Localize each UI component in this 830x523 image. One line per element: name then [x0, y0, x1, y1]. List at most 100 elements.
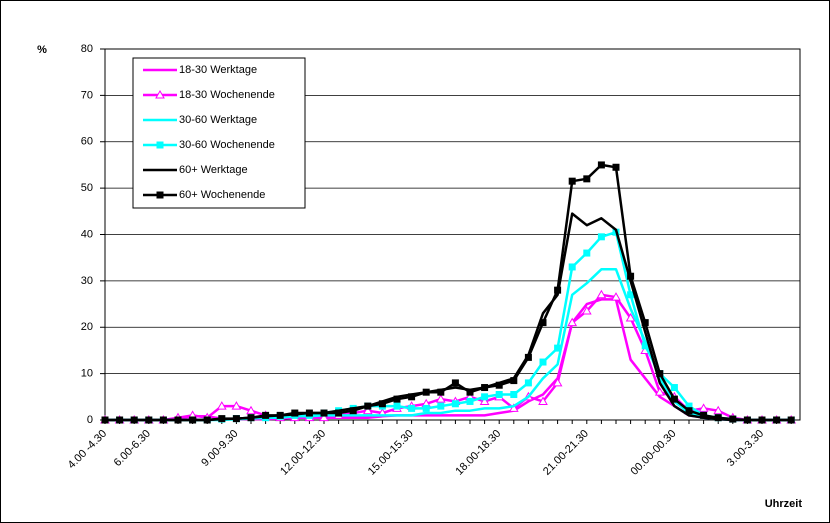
marker: [510, 377, 518, 385]
marker: [305, 409, 313, 417]
marker: [466, 388, 474, 396]
marker: [232, 415, 240, 423]
marker: [479, 396, 490, 405]
marker: [581, 306, 592, 315]
marker: [156, 141, 164, 149]
marker: [627, 272, 635, 280]
marker: [291, 409, 299, 417]
marker: [670, 395, 678, 403]
marker: [625, 312, 636, 322]
marker: [408, 393, 416, 401]
marker: [451, 379, 459, 387]
marker: [216, 401, 227, 410]
marker: [568, 263, 576, 271]
marker: [335, 409, 343, 417]
marker: [481, 393, 489, 401]
y-tick-label: 30: [81, 275, 93, 287]
marker: [203, 416, 211, 424]
marker: [700, 411, 708, 419]
marker: [685, 402, 693, 410]
marker: [685, 407, 693, 415]
marker: [495, 390, 503, 398]
marker: [773, 416, 781, 424]
marker: [495, 381, 503, 389]
legend-label: 60+ Werktage: [179, 164, 248, 176]
marker: [568, 177, 576, 185]
y-axis-label: %: [37, 44, 47, 56]
marker: [145, 416, 153, 424]
marker: [231, 401, 242, 410]
marker: [714, 414, 722, 422]
marker: [435, 394, 446, 403]
marker: [552, 377, 563, 387]
marker: [422, 388, 430, 396]
marker: [393, 402, 401, 410]
marker: [262, 411, 270, 419]
plot-border: [104, 48, 801, 421]
legend-label: 18-30 Wochenende: [179, 89, 275, 101]
marker: [656, 370, 664, 378]
marker: [218, 415, 226, 423]
marker: [524, 379, 532, 387]
marker: [729, 415, 737, 423]
marker: [539, 319, 547, 327]
marker: [524, 353, 532, 361]
marker: [654, 387, 665, 396]
y-tick-label: 60: [81, 136, 93, 148]
marker: [567, 317, 578, 327]
marker: [481, 384, 489, 392]
marker: [247, 414, 255, 422]
marker: [393, 395, 401, 403]
marker: [320, 409, 328, 417]
marker: [422, 404, 430, 412]
y-tick-label: 10: [81, 368, 93, 380]
y-tick-label: 40: [81, 228, 93, 240]
marker: [641, 319, 649, 327]
marker: [130, 416, 138, 424]
marker: [159, 416, 167, 424]
marker: [189, 416, 197, 424]
y-tick-label: 20: [81, 321, 93, 333]
marker: [539, 358, 547, 366]
marker: [246, 405, 256, 415]
marker: [597, 233, 605, 241]
y-tick-label: 0: [87, 414, 93, 426]
marker: [156, 191, 164, 199]
marker: [362, 405, 373, 415]
marker: [408, 404, 416, 412]
marker: [743, 416, 751, 424]
y-tick-label: 80: [81, 43, 93, 55]
marker: [787, 416, 795, 424]
marker: [319, 412, 329, 422]
marker: [155, 89, 165, 99]
marker: [508, 403, 519, 412]
marker: [583, 249, 591, 257]
marker: [758, 416, 766, 424]
marker: [670, 384, 678, 392]
marker: [554, 286, 562, 294]
marker: [378, 400, 386, 408]
marker: [611, 292, 621, 301]
y-tick-label: 70: [81, 89, 93, 101]
legend-box: [132, 57, 306, 209]
legend-label: 60+ Wochenende: [179, 189, 265, 201]
marker: [101, 416, 109, 424]
x-axis-label: Uhrzeit: [765, 498, 803, 510]
marker: [349, 407, 357, 415]
marker: [437, 402, 445, 410]
marker: [713, 405, 724, 415]
marker: [451, 400, 459, 408]
marker: [116, 416, 124, 424]
marker: [174, 416, 182, 424]
marker: [510, 390, 518, 398]
legend-label: 18-30 Werktage: [179, 64, 257, 76]
marker: [466, 397, 474, 405]
marker: [698, 403, 709, 412]
marker: [437, 388, 445, 396]
marker: [612, 163, 620, 171]
marker: [596, 289, 607, 299]
marker: [583, 175, 591, 183]
